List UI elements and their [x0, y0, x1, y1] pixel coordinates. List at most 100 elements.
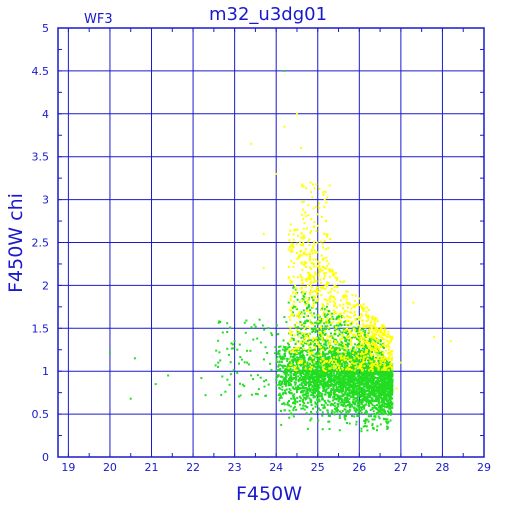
data-point: [280, 376, 283, 379]
data-point: [325, 364, 327, 367]
data-point: [386, 390, 389, 393]
data-point: [349, 347, 352, 350]
data-point: [357, 343, 360, 346]
data-point: [317, 344, 320, 347]
data-point: [356, 351, 359, 353]
data-point: [365, 324, 368, 327]
data-point: [317, 320, 320, 323]
data-point: [331, 345, 334, 348]
data-point: [321, 285, 324, 288]
data-point: [332, 374, 335, 377]
data-point: [252, 338, 255, 341]
data-point: [312, 407, 314, 410]
data-point: [340, 354, 343, 357]
data-point: [301, 360, 304, 362]
data-point: [221, 375, 224, 378]
data-point: [357, 369, 360, 372]
data-point: [303, 386, 306, 389]
data-point: [384, 361, 387, 364]
data-point: [334, 376, 337, 378]
data-point: [255, 392, 257, 395]
data-point: [377, 366, 380, 369]
data-point: [288, 378, 291, 380]
data-point: [358, 390, 361, 393]
data-point: [381, 399, 384, 402]
data-point: [390, 401, 393, 403]
data-point: [354, 318, 357, 321]
data-point: [317, 372, 320, 375]
data-point: [350, 322, 353, 325]
data-point: [366, 429, 369, 432]
data-point: [319, 268, 322, 271]
data-point: [288, 384, 291, 387]
data-point: [335, 324, 338, 327]
data-point: [325, 353, 328, 356]
data-point: [317, 400, 320, 403]
data-point: [319, 360, 322, 363]
data-point: [292, 407, 295, 410]
data-point: [358, 349, 361, 352]
data-point: [304, 363, 307, 366]
data-point: [365, 425, 368, 428]
data-point: [370, 415, 372, 418]
data-point: [319, 318, 321, 320]
data-point: [321, 358, 324, 361]
data-point: [343, 350, 346, 353]
data-point: [326, 299, 329, 302]
data-point: [284, 348, 287, 351]
data-point: [343, 398, 346, 401]
data-point: [284, 347, 287, 350]
data-point: [346, 382, 349, 385]
data-point: [299, 350, 302, 353]
data-point: [329, 317, 332, 320]
data-point: [290, 309, 292, 312]
data-point: [310, 359, 312, 362]
data-point: [311, 354, 314, 357]
data-point: [341, 384, 344, 387]
data-point: [390, 397, 393, 399]
data-point: [280, 364, 283, 367]
data-point: [324, 315, 327, 318]
data-point: [345, 368, 348, 371]
data-point: [288, 376, 291, 379]
data-point: [327, 262, 330, 265]
data-point: [320, 403, 323, 406]
data-point: [278, 399, 281, 402]
data-point: [287, 404, 290, 407]
data-point: [372, 379, 374, 382]
data-point: [226, 322, 229, 325]
data-point: [323, 339, 326, 342]
data-point: [386, 413, 389, 416]
data-point: [333, 354, 336, 356]
data-point: [385, 372, 388, 375]
data-point: [221, 331, 224, 334]
data-point: [275, 378, 278, 381]
data-point: [301, 183, 304, 186]
data-point: [332, 366, 335, 369]
data-point: [380, 368, 383, 371]
data-point: [359, 369, 362, 372]
data-point: [389, 406, 392, 409]
data-point: [315, 330, 318, 333]
data-point: [306, 372, 309, 375]
data-point: [366, 387, 369, 390]
data-point: [324, 366, 327, 368]
data-point: [294, 370, 297, 373]
data-point: [310, 274, 313, 277]
data-point: [314, 387, 317, 390]
data-point: [323, 361, 326, 364]
data-point: [377, 365, 380, 368]
data-point: [331, 355, 334, 357]
data-point: [389, 393, 392, 396]
data-point: [365, 374, 368, 377]
data-point: [291, 355, 294, 358]
data-point: [291, 359, 294, 362]
data-point: [350, 311, 353, 314]
data-point: [343, 355, 346, 358]
data-point: [337, 355, 340, 358]
data-point: [387, 385, 390, 388]
data-point: [391, 388, 394, 391]
data-point: [304, 322, 307, 325]
data-point: [355, 370, 358, 373]
data-point: [280, 410, 282, 412]
